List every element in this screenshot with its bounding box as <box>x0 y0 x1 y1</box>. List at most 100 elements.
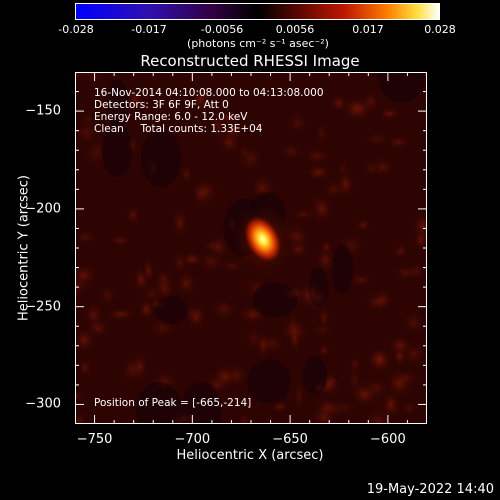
flare-source <box>228 199 297 280</box>
noise-blob <box>145 154 161 182</box>
noise-dark-patch <box>180 381 222 424</box>
noise-blob <box>355 218 372 232</box>
info-clean-counts: Clean Total counts: 1.33E+04 <box>94 123 263 135</box>
noise-blob <box>361 161 380 176</box>
info-detectors: Detectors: 3F 6F 9F, Att 0 <box>94 99 229 111</box>
noise-blob <box>216 130 242 155</box>
noise-blob <box>185 306 207 328</box>
noise-blob <box>362 292 395 311</box>
colorbar-tick: -0.017 <box>131 23 167 36</box>
x-tick-label: −700 <box>174 432 211 447</box>
noise-blob <box>401 342 427 366</box>
noise-blob <box>385 134 411 150</box>
noise-blob <box>197 250 225 273</box>
noise-blob <box>347 272 375 288</box>
noise-blob <box>75 409 88 424</box>
noise-blob <box>106 307 136 321</box>
noise-blob <box>237 304 269 325</box>
noise-blob <box>237 144 264 172</box>
noise-blob <box>279 142 303 160</box>
x-tick-label: −750 <box>76 432 113 447</box>
noise-blob <box>335 168 356 200</box>
noise-blob <box>204 239 219 253</box>
noise-blob <box>305 163 332 182</box>
peak-position: Position of Peak = [-665,-214] <box>94 397 252 409</box>
noise-blob <box>371 346 388 370</box>
colorbar-tick: -0.028 <box>58 23 94 36</box>
noise-blob <box>363 131 391 147</box>
noise-blob <box>291 207 316 221</box>
noise-blob <box>348 355 362 373</box>
noise-blob <box>318 343 331 358</box>
noise-blob <box>412 228 427 251</box>
noise-blob <box>391 72 407 83</box>
colorbar-tick: 0.0056 <box>275 23 315 36</box>
noise-blob <box>293 381 306 412</box>
x-axis-label: Heliocentric X (arcsec) <box>176 448 324 463</box>
noise-dark-patch <box>247 359 291 404</box>
noise-dark-patch <box>252 282 298 318</box>
noise-blob <box>237 411 251 424</box>
plot-frame <box>75 72 427 424</box>
noise-blob <box>140 283 164 305</box>
noise-blob <box>393 265 418 281</box>
noise-blob <box>336 232 366 259</box>
noise-blob <box>243 275 270 301</box>
noise-blob <box>75 263 98 288</box>
noise-blob <box>315 372 342 399</box>
noise-blob <box>285 311 301 341</box>
noise-dark-patch <box>107 79 129 128</box>
noise-blob <box>112 115 126 138</box>
y-tick-label: −200 <box>25 201 61 217</box>
colorbar-tick: 0.017 <box>352 23 384 36</box>
noise-blob <box>75 230 98 245</box>
noise-blob <box>210 299 238 320</box>
noise-blob <box>75 388 84 405</box>
noise-blob <box>97 284 118 306</box>
noise-dark-patch <box>332 244 353 295</box>
noise-blob <box>309 404 339 424</box>
observation-info: 16-Nov-2014 04:10:08.000 to 04:13:08.000… <box>94 87 324 135</box>
noise-blob <box>302 147 332 165</box>
noise-blob <box>147 318 178 339</box>
x-tick-label: −600 <box>370 432 406 447</box>
noise-blob <box>191 180 208 206</box>
y-tick-label: −250 <box>25 299 61 315</box>
noise-blob <box>305 279 321 310</box>
noise-blob <box>380 390 402 420</box>
x-tick-label: −650 <box>272 432 308 447</box>
noise-blob <box>363 376 390 400</box>
noise-dark-patch <box>102 122 133 178</box>
noise-blob <box>75 119 101 147</box>
noise-blob <box>402 401 416 415</box>
noise-blob <box>329 92 348 113</box>
noise-blob <box>338 399 353 416</box>
noise-blob <box>137 299 155 321</box>
colorbar-tick: -0.0056 <box>200 23 244 36</box>
noise-dark-patch <box>302 356 328 396</box>
noise-blob <box>79 72 108 88</box>
noise-blob <box>279 285 308 302</box>
noise-blob <box>174 270 198 296</box>
noise-blob <box>315 245 336 276</box>
chart-title: Reconstructed RHESSI Image <box>140 52 360 70</box>
info-time-range: 16-Nov-2014 04:10:08.000 to 04:13:08.000 <box>94 87 324 99</box>
y-tick-label: −150 <box>25 103 61 119</box>
noise-blob <box>170 415 184 424</box>
noise-blob <box>309 192 334 225</box>
noise-blob <box>170 207 189 239</box>
noise-blob <box>124 205 143 225</box>
noise-blob <box>130 350 150 383</box>
noise-blob <box>401 308 426 337</box>
noise-blob <box>310 323 335 338</box>
colorbar <box>75 3 440 20</box>
colorbar-tick: 0.028 <box>424 23 456 36</box>
noise-blob <box>314 121 329 146</box>
noise-blob <box>390 369 422 388</box>
noise-blob <box>77 359 93 377</box>
noise-dark-patch <box>155 295 189 324</box>
noise-dark-patch <box>136 381 182 424</box>
noise-blob <box>255 331 272 360</box>
noise-blob <box>124 136 139 155</box>
flare-core <box>243 215 282 263</box>
